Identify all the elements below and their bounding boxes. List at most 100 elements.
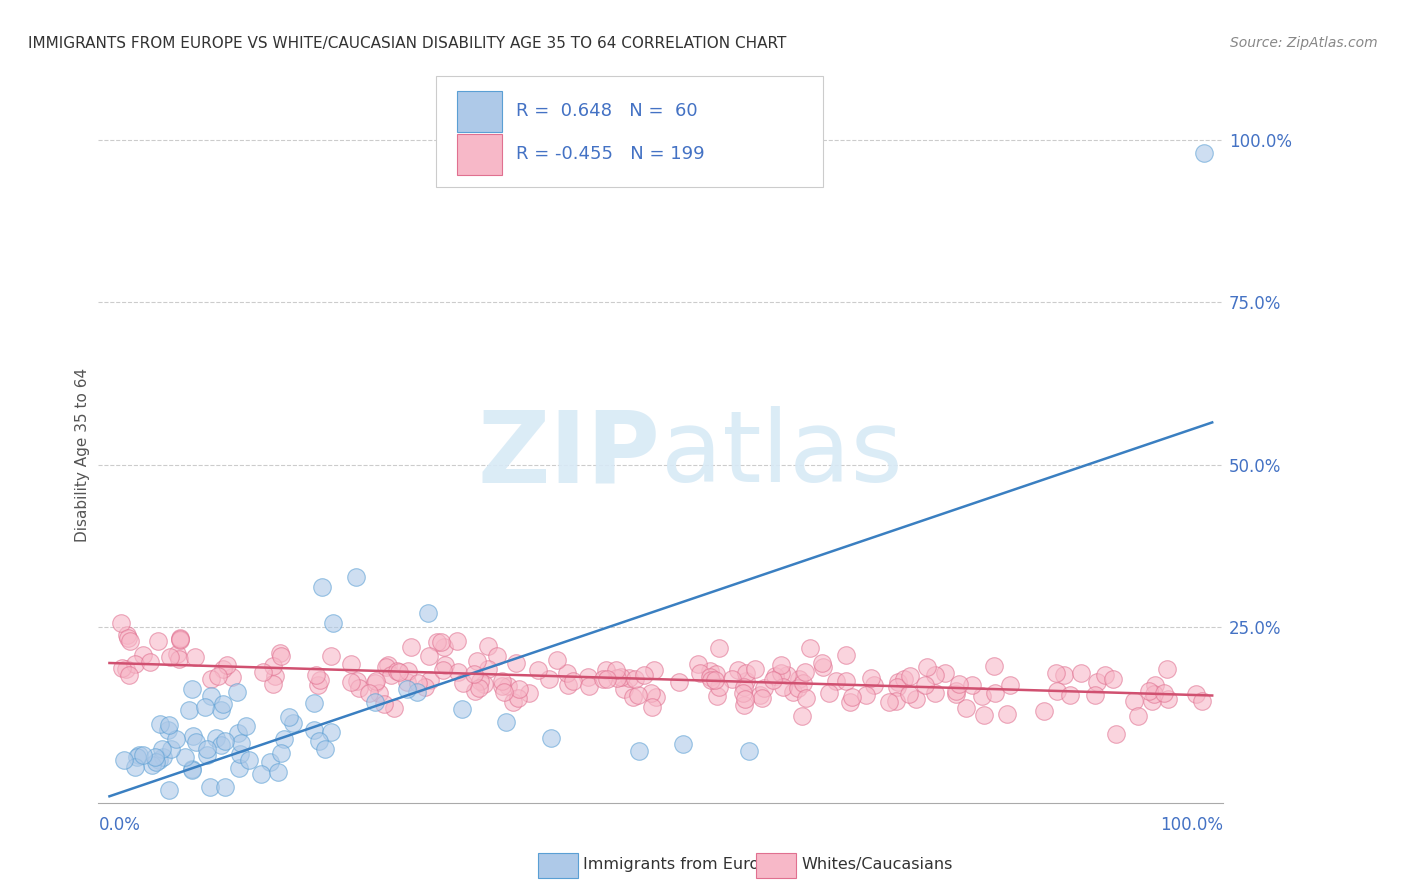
Point [118,633,141,648]
Point [645,690,668,704]
Point [262,659,284,673]
Point [226,725,249,739]
Point [1083,689,1105,703]
Point [699,673,721,687]
Point [180,763,202,777]
Point [127,750,149,764]
Point [1046,684,1069,698]
Point [1123,694,1146,708]
Point [111,661,134,675]
Point [305,668,328,682]
Point [595,672,617,686]
Point [893,672,915,686]
Point [686,657,709,671]
Point [181,681,204,696]
Point [430,635,453,649]
Point [555,665,578,680]
Point [110,615,132,630]
Point [612,681,634,696]
Point [124,657,146,671]
Point [485,648,508,663]
Point [862,678,884,692]
Point [859,671,882,685]
Point [955,701,977,715]
Point [373,697,395,711]
Point [508,681,530,696]
Point [477,662,499,676]
Point [1085,675,1108,690]
Point [346,673,368,688]
Point [998,678,1021,692]
Point [735,666,758,681]
Point [364,675,387,690]
Point [643,664,665,678]
Point [148,634,170,648]
Point [269,646,291,660]
Point [825,673,848,688]
Point [924,668,946,682]
Point [502,695,524,709]
Point [207,669,229,683]
Point [733,686,755,700]
Point [322,615,344,630]
Point [924,686,946,700]
Point [214,780,236,794]
Point [995,706,1018,721]
Point [505,657,527,671]
Point [165,731,187,746]
Point [786,681,808,696]
Point [1053,668,1076,682]
Point [200,689,222,703]
Point [877,695,900,709]
Point [181,729,204,743]
Point [396,681,419,696]
Point [792,676,814,690]
Point [396,674,419,689]
Text: 0.0%: 0.0% [98,816,141,834]
Point [433,640,456,654]
Point [238,753,260,767]
Point [160,742,183,756]
Text: R = -0.455   N = 199: R = -0.455 N = 199 [516,145,704,163]
Point [772,680,794,694]
Point [302,723,325,737]
Point [1153,686,1175,700]
Point [468,681,491,695]
Point [447,665,470,680]
Point [304,696,326,710]
Point [792,709,814,723]
Text: atlas: atlas [661,407,903,503]
Point [984,685,1007,699]
Point [770,665,793,680]
Point [973,707,995,722]
Point [835,648,858,663]
Point [1191,694,1213,708]
Point [627,689,650,703]
Point [221,670,243,684]
Point [1094,668,1116,682]
Point [706,690,728,704]
Point [148,753,170,767]
Point [314,741,336,756]
Point [263,669,285,683]
Point [406,675,429,690]
Point [762,673,785,688]
Point [782,684,804,698]
Point [1032,704,1054,718]
Point [1101,673,1123,687]
Point [472,677,495,691]
Point [1143,678,1166,692]
Point [157,782,180,797]
Point [132,648,155,662]
Point [763,669,786,683]
Point [451,701,474,715]
Point [1059,688,1081,702]
Point [886,680,908,694]
Point [169,632,191,647]
Point [235,719,257,733]
Point [463,667,485,681]
Point [546,653,568,667]
Point [915,660,938,674]
Point [364,696,387,710]
Point [576,670,599,684]
